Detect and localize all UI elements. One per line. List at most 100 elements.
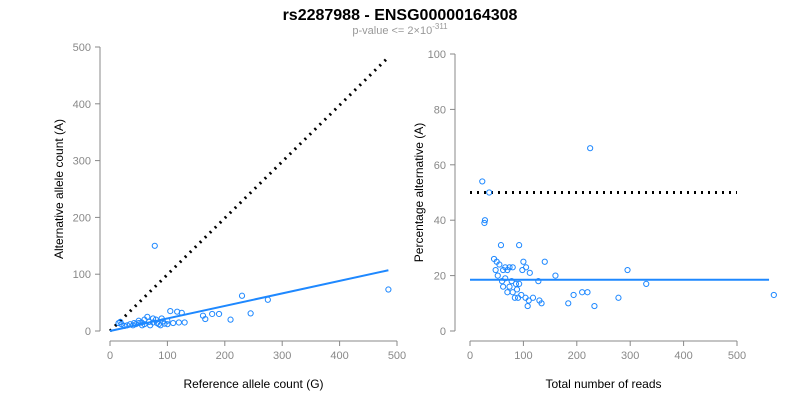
data-point	[385, 286, 392, 293]
data-point	[497, 242, 505, 249]
y-tick-label: 100	[428, 49, 446, 61]
data-point	[584, 289, 591, 296]
data-point	[247, 310, 254, 317]
data-point	[525, 297, 532, 304]
data-point	[508, 278, 515, 285]
x-tick-label: 300	[273, 350, 291, 362]
data-point	[579, 289, 586, 296]
x-tick-label: 500	[728, 350, 746, 362]
data-point	[175, 319, 182, 326]
data-point	[158, 315, 165, 322]
y-tick-label: 0	[85, 326, 91, 338]
data-point	[538, 300, 545, 307]
x-tick-label: 200	[568, 350, 586, 362]
data-point	[145, 318, 153, 326]
data-point	[227, 316, 234, 323]
data-point	[202, 315, 209, 323]
data-point	[516, 280, 523, 288]
y-tick-label: 300	[73, 156, 91, 168]
data-point	[486, 189, 493, 196]
data-point	[481, 219, 488, 227]
data-point	[479, 178, 486, 185]
data-point	[509, 289, 516, 296]
data-point	[552, 272, 559, 279]
x-tick-label: 500	[388, 350, 406, 362]
data-point	[494, 272, 501, 279]
data-point	[506, 283, 513, 290]
data-point	[522, 264, 530, 271]
data-point	[535, 278, 542, 285]
y-tick-label: 40	[434, 215, 446, 227]
data-point	[149, 319, 157, 326]
data-point	[511, 294, 518, 301]
data-point	[502, 275, 509, 282]
data-point	[215, 310, 223, 318]
data-point	[518, 291, 525, 299]
data-point	[178, 309, 185, 316]
data-point	[492, 266, 499, 274]
x-tick-label: 100	[514, 350, 532, 362]
data-point	[643, 280, 650, 288]
data-point	[504, 289, 511, 296]
data-point	[151, 242, 158, 249]
data-point	[209, 310, 216, 318]
data-point	[481, 217, 489, 224]
x-tick-label: 0	[467, 350, 473, 362]
x-tick-label: 0	[107, 350, 113, 362]
y-tick-label: 500	[73, 42, 91, 54]
y-axis-label: Percentage alternative (A)	[412, 123, 426, 262]
y-tick-label: 80	[434, 104, 446, 116]
data-point	[159, 318, 166, 325]
data-point	[591, 302, 598, 310]
data-point	[624, 266, 631, 274]
data-point	[500, 283, 507, 290]
data-point	[167, 308, 174, 315]
data-point	[181, 319, 188, 326]
y-tick-label: 400	[73, 99, 91, 111]
data-point	[513, 286, 521, 293]
chart-subtitle: p-value <= 2×10-311	[352, 22, 448, 37]
x-tick-label: 100	[158, 350, 176, 362]
x-axis-label: Reference allele count (G)	[183, 377, 323, 391]
reference-line	[108, 56, 389, 333]
data-point	[770, 291, 777, 299]
chart-title: rs2287988 - ENSG00000164308	[283, 7, 518, 24]
y-axis-label: Alternative allele count (A)	[52, 119, 66, 259]
x-axis-label: Total number of reads	[545, 377, 661, 391]
data-point	[506, 264, 513, 271]
data-point	[264, 296, 271, 303]
data-point	[529, 294, 537, 301]
data-point	[615, 294, 622, 301]
x-tick-label: 400	[674, 350, 692, 362]
y-tick-label: 20	[434, 271, 446, 283]
y-tick-label: 0	[440, 326, 446, 338]
data-point	[164, 321, 171, 328]
data-point	[124, 322, 131, 329]
y-tick-label: 200	[73, 212, 91, 224]
data-point	[121, 322, 128, 329]
x-tick-label: 300	[621, 350, 639, 362]
data-point	[170, 319, 177, 327]
data-point	[570, 291, 577, 299]
data-point	[139, 322, 146, 329]
data-point	[565, 300, 572, 307]
data-point	[526, 269, 533, 276]
data-point	[541, 258, 548, 265]
y-tick-label: 60	[434, 160, 446, 172]
data-point	[496, 261, 503, 268]
data-point	[131, 319, 138, 327]
data-point	[587, 145, 594, 152]
data-point	[153, 319, 161, 327]
data-point	[149, 315, 157, 322]
data-point	[512, 280, 520, 288]
data-point	[238, 292, 246, 299]
x-tick-label: 200	[216, 350, 234, 362]
data-point	[516, 242, 523, 249]
y-tick-label: 100	[73, 269, 91, 281]
data-point	[117, 318, 124, 326]
x-tick-label: 400	[330, 350, 348, 362]
data-point	[520, 258, 527, 265]
data-point	[509, 264, 516, 271]
